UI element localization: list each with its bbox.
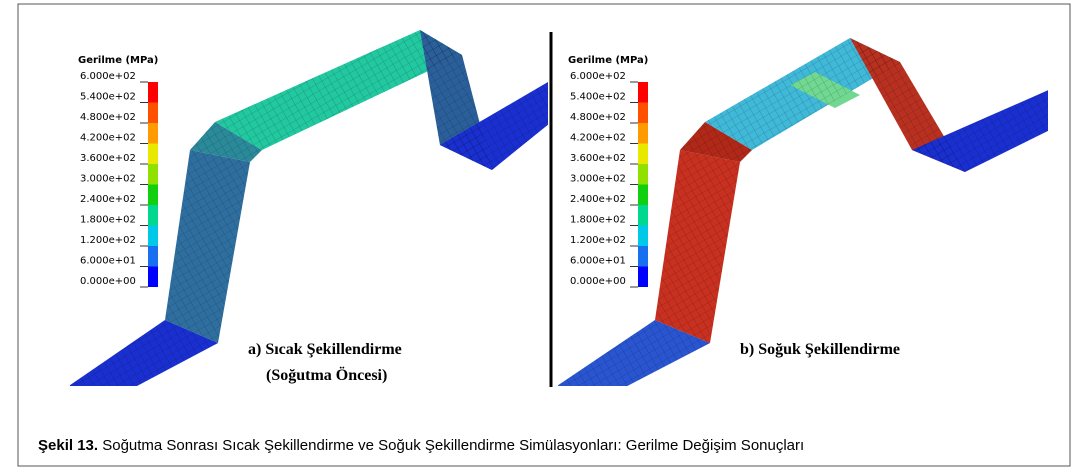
legend-swatch — [638, 226, 648, 247]
legend-swatch — [148, 144, 158, 165]
legend-swatch — [638, 246, 648, 267]
legend-tick-label: 4.800e+02 — [570, 112, 626, 123]
legend-tick-label: 4.200e+02 — [570, 133, 626, 144]
caption: Şekil 13. Soğutma Sonrası Sıcak Şekillen… — [38, 437, 804, 454]
legend-title: Gerilme (MPa) — [568, 55, 648, 66]
panel-label: a) Sıcak Şekillendirme — [248, 341, 402, 358]
legend-swatch — [638, 103, 648, 124]
legend-swatch — [638, 164, 648, 185]
legend-tick-label: 3.000e+02 — [80, 174, 136, 185]
figure: Gerilme (MPa) 6.000e+02 5.400e+02 4.800e+0… — [0, 0, 1088, 470]
legend-swatch — [638, 185, 648, 206]
legend-swatch — [638, 123, 648, 144]
legend-swatch — [148, 164, 158, 185]
frame — [18, 4, 1070, 466]
legend-tick-label: 6.000e+01 — [570, 256, 626, 267]
legend-swatch — [638, 267, 648, 288]
legend-tick-label: 3.600e+02 — [80, 153, 136, 164]
legend-tick-label: 1.200e+02 — [570, 235, 626, 246]
legend-tick-label: 0.000e+00 — [80, 276, 136, 287]
caption-number: Şekil 13. — [38, 437, 98, 454]
legend-tick-label: 2.400e+02 — [80, 194, 136, 205]
legend-tick-label: 6.000e+02 — [80, 71, 136, 82]
legend-swatch — [148, 267, 158, 288]
legend-tick-label: 4.800e+02 — [80, 112, 136, 123]
legend-swatch — [148, 103, 158, 124]
legend-swatch — [638, 205, 648, 226]
caption-text: Soğutma Sonrası Sıcak Şekillendirme ve S… — [102, 437, 804, 454]
legend-swatch — [148, 205, 158, 226]
legend-tick-label: 3.600e+02 — [570, 153, 626, 164]
legend-tick-label: 6.000e+01 — [80, 256, 136, 267]
legend: Gerilme (MPa) 6.000e+02 5.400e+02 4.800e+0… — [78, 55, 158, 287]
legend-swatch — [148, 185, 158, 206]
panel-sublabel: (Soğutma Öncesi) — [266, 366, 387, 384]
legend-tick-label: 5.400e+02 — [80, 92, 136, 103]
legend-tick-label: 1.800e+02 — [570, 215, 626, 226]
legend-swatch — [148, 123, 158, 144]
legend-swatch — [148, 246, 158, 267]
legend-swatch — [638, 144, 648, 165]
legend-tick-label: 1.800e+02 — [80, 215, 136, 226]
legend: Gerilme (MPa) 6.000e+02 5.400e+02 4.800e+0… — [568, 55, 648, 287]
legend-tick-label: 0.000e+00 — [570, 276, 626, 287]
legend-swatch — [148, 82, 158, 103]
legend-tick-label: 4.200e+02 — [80, 133, 136, 144]
legend-swatch — [148, 226, 158, 247]
legend-tick-label: 5.400e+02 — [570, 92, 626, 103]
legend-tick-label: 3.000e+02 — [570, 174, 626, 185]
legend-swatch — [638, 82, 648, 103]
legend-tick-label: 1.200e+02 — [80, 235, 136, 246]
panel-label: b) Soğuk Şekillendirme — [740, 341, 900, 358]
legend-title: Gerilme (MPa) — [78, 55, 158, 66]
legend-tick-label: 6.000e+02 — [570, 71, 626, 82]
legend-tick-label: 2.400e+02 — [570, 194, 626, 205]
